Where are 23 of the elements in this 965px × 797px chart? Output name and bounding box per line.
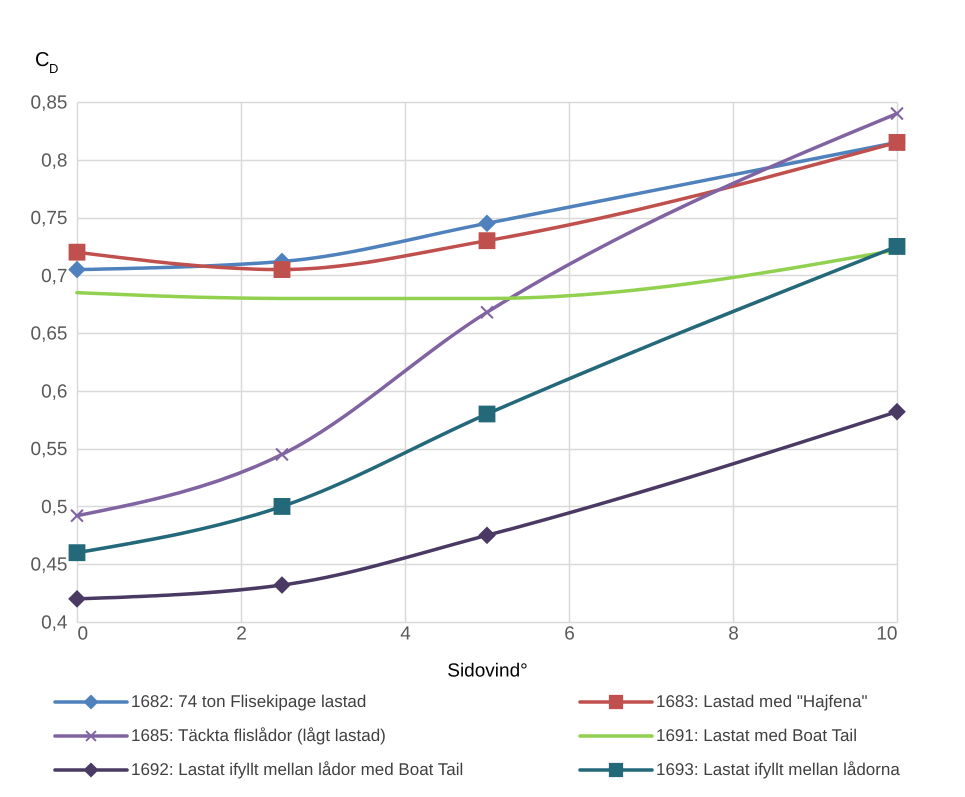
y-tick-label: 0,85 [30,92,68,114]
y-tick-label: 0,45 [30,554,68,576]
x-tick-label: 0 [78,624,88,644]
x-tick-label: 4 [400,624,412,644]
legend-label: 1685: Täckta flislådor (lågt lastad) [131,726,386,745]
legend-label: 1682: 74 ton Flisekipage lastad [131,692,366,711]
x-axis-title: Sidovind° [447,660,528,682]
x-tick-label: 6 [564,624,575,644]
legend-label: 1683: Lastad med "Hajfena" [656,692,868,711]
y-tick-label: 0,65 [30,324,68,345]
y-tick-label: 0,5 [41,496,68,518]
y-tick-label: 0,4 [41,612,68,634]
y-tick-label: 0,7 [41,266,68,287]
x-tick-label: 2 [236,624,247,644]
legend-label: 1692: Lastat ifyllt mellan lådor med Boat Tail [131,760,464,779]
y-tick-label: 0,55 [30,439,68,460]
legend-label: 1691: Lastat med Boat Tail [656,726,857,745]
x-tick-label: 8 [728,624,739,644]
y-tick-label: 0,8 [41,150,68,172]
legend-label: 1693: Lastat ifyllt mellan lådorna [656,760,900,779]
y-tick-label: 0,75 [30,208,68,230]
y-tick-label: 0,6 [41,381,68,402]
x-tick-label: 10 [876,624,898,644]
